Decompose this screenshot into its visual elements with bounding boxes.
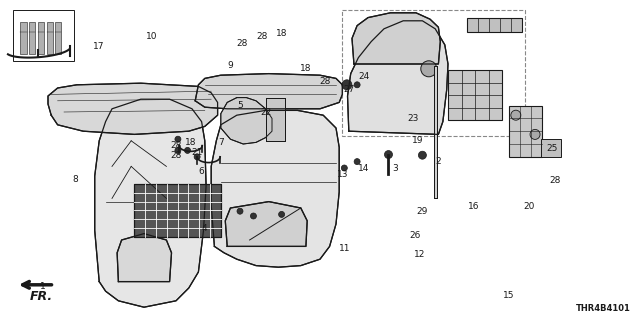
Text: 1: 1 bbox=[40, 282, 45, 291]
Circle shape bbox=[342, 80, 352, 90]
Text: 28: 28 bbox=[170, 141, 182, 150]
Text: 28: 28 bbox=[236, 39, 248, 48]
Circle shape bbox=[385, 151, 392, 159]
Bar bbox=[448, 70, 502, 120]
Bar bbox=[13, 10, 74, 61]
Bar bbox=[467, 18, 522, 32]
Text: FR.: FR. bbox=[30, 290, 53, 303]
Text: 7: 7 bbox=[218, 138, 223, 147]
Text: 20: 20 bbox=[523, 202, 534, 211]
Text: 21: 21 bbox=[191, 148, 203, 156]
Circle shape bbox=[354, 82, 360, 88]
Text: 18: 18 bbox=[276, 29, 287, 38]
Text: 2: 2 bbox=[436, 157, 441, 166]
Text: 6: 6 bbox=[199, 167, 204, 176]
Polygon shape bbox=[95, 99, 206, 307]
Text: 24: 24 bbox=[358, 72, 369, 81]
Polygon shape bbox=[211, 110, 339, 267]
Text: 23: 23 bbox=[407, 114, 419, 123]
Polygon shape bbox=[48, 83, 218, 134]
Text: 3: 3 bbox=[392, 164, 397, 172]
Bar bbox=[342, 10, 525, 136]
Bar bbox=[134, 184, 221, 237]
Text: 14: 14 bbox=[358, 164, 369, 172]
Bar bbox=[55, 22, 61, 54]
Circle shape bbox=[419, 151, 426, 159]
Text: 15: 15 bbox=[503, 292, 515, 300]
Text: 18: 18 bbox=[300, 64, 312, 73]
Text: 29: 29 bbox=[417, 207, 428, 216]
Bar bbox=[20, 22, 27, 54]
Circle shape bbox=[341, 165, 348, 171]
Polygon shape bbox=[117, 234, 172, 282]
Text: 28: 28 bbox=[550, 176, 561, 185]
Text: 27: 27 bbox=[343, 85, 355, 94]
Text: 8: 8 bbox=[73, 175, 78, 184]
Polygon shape bbox=[221, 98, 272, 144]
Text: 11: 11 bbox=[339, 244, 350, 252]
Text: 16: 16 bbox=[468, 202, 479, 211]
Circle shape bbox=[175, 148, 181, 153]
Polygon shape bbox=[195, 74, 342, 109]
Circle shape bbox=[354, 159, 360, 164]
Text: 28: 28 bbox=[170, 151, 182, 160]
Polygon shape bbox=[266, 98, 285, 141]
Bar bbox=[541, 139, 561, 157]
Text: 28: 28 bbox=[257, 32, 268, 41]
Circle shape bbox=[511, 110, 521, 120]
Circle shape bbox=[250, 213, 257, 219]
Circle shape bbox=[278, 212, 285, 217]
Text: 5: 5 bbox=[237, 101, 243, 110]
Circle shape bbox=[237, 208, 243, 214]
Text: 28: 28 bbox=[319, 77, 331, 86]
Text: 10: 10 bbox=[146, 32, 157, 41]
Text: 4: 4 bbox=[202, 224, 207, 233]
Polygon shape bbox=[225, 202, 307, 246]
Bar bbox=[134, 184, 221, 237]
Circle shape bbox=[194, 154, 200, 160]
Circle shape bbox=[184, 148, 191, 153]
Polygon shape bbox=[434, 66, 437, 198]
Text: 26: 26 bbox=[409, 231, 420, 240]
Text: 25: 25 bbox=[546, 144, 557, 153]
Text: 12: 12 bbox=[413, 250, 425, 259]
Text: 18: 18 bbox=[185, 138, 196, 147]
Circle shape bbox=[421, 61, 437, 77]
Bar bbox=[29, 22, 35, 54]
Circle shape bbox=[530, 129, 540, 140]
Text: 9: 9 bbox=[228, 61, 233, 70]
Circle shape bbox=[175, 136, 181, 142]
Polygon shape bbox=[348, 21, 448, 134]
Bar bbox=[509, 106, 542, 157]
Bar bbox=[47, 22, 52, 54]
Text: 17: 17 bbox=[93, 42, 105, 51]
Text: THR4B4101: THR4B4101 bbox=[575, 304, 630, 313]
Text: 19: 19 bbox=[412, 136, 424, 145]
Text: 22: 22 bbox=[260, 108, 271, 116]
Polygon shape bbox=[352, 13, 440, 64]
Bar bbox=[38, 22, 44, 54]
Text: 13: 13 bbox=[337, 170, 348, 179]
